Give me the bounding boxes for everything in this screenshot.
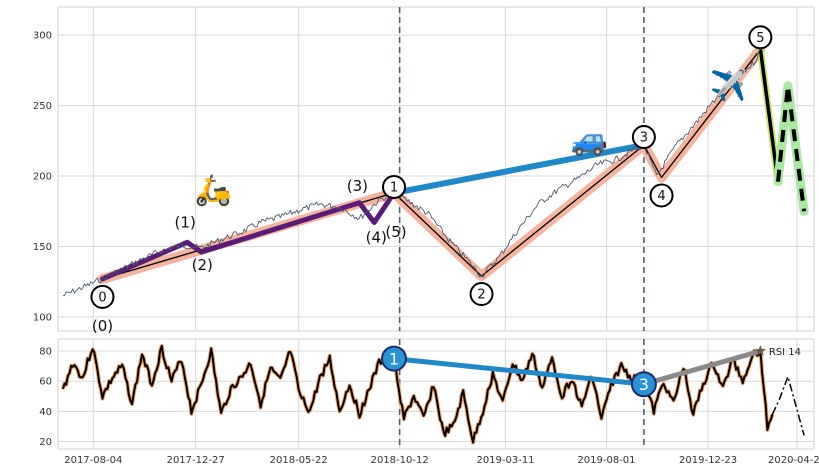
price-y-axis: 100 150 200 250 300 <box>33 31 52 324</box>
forecast-b-wave-overlay <box>776 83 807 212</box>
x-tick-label: 2017-12-27 <box>167 455 225 466</box>
wave-label: 3 <box>640 131 648 146</box>
price-y-tick-label: 100 <box>33 312 52 323</box>
price-panel-frame <box>57 6 815 332</box>
wave-label-circle <box>469 282 494 307</box>
wave-label: 0 <box>98 290 106 305</box>
rsi-y-tick-label: 80 <box>39 347 52 358</box>
forecast-a-wave-overlay <box>758 49 780 182</box>
sub-wave <box>100 190 397 282</box>
rsi-y-tick-label: 60 <box>39 377 52 388</box>
subwave-label: (2) <box>192 256 213 274</box>
wave-label-circle <box>382 174 406 199</box>
x-tick-label: 2020-04-27 <box>768 455 819 466</box>
price-y-tick-label: 250 <box>33 101 52 112</box>
wave-label-circle <box>90 284 115 309</box>
rsi-series <box>60 343 805 445</box>
rsi-y-tick-label: 20 <box>39 437 52 448</box>
rsi-line <box>61 344 774 444</box>
rsi-marker-circle <box>381 345 407 372</box>
wave-label: 1 <box>390 180 398 195</box>
wave-label-circle <box>748 25 773 50</box>
rsi-end-star <box>754 345 767 356</box>
emoji-marker: 🚙 <box>571 122 608 157</box>
emoji-marker: ✈️ <box>710 67 747 104</box>
wave-label-circle <box>649 183 674 208</box>
wave-lines <box>97 44 809 284</box>
connector-wave <box>391 142 647 196</box>
subwave-label: (0) <box>92 317 113 335</box>
price-y-tick-label: 150 <box>33 242 52 253</box>
x-axis: 2017-08-04 2017-12-27 2018-05-22 2018-10-12… <box>64 455 819 466</box>
rsi-trendlines <box>391 345 767 387</box>
rsi-y-axis: 20 40 60 80 <box>39 347 52 448</box>
subwave-label: (1) <box>175 213 196 231</box>
wave-label: 2 <box>477 288 485 303</box>
wave-label-circle <box>631 125 656 150</box>
wave-labels: 0 1 2 3 4 5 (0) (1) (2) (3) (4)(5) <box>90 25 773 335</box>
rsi-marker-label: 1 <box>389 350 399 369</box>
rsi-marker-circle <box>630 371 657 398</box>
x-tick-label: 2019-12-23 <box>679 455 737 466</box>
rsi-markers: 13 <box>381 345 657 398</box>
x-tick-label: 2017-08-04 <box>64 455 122 466</box>
rsi-y-tick-label: 40 <box>39 407 52 418</box>
x-tick-label: 2019-03-11 <box>476 455 534 466</box>
wave-label: 4 <box>657 189 665 204</box>
subwave-label: (4) <box>366 229 387 247</box>
price-y-tick-label: 300 <box>33 31 52 42</box>
x-tick-label: 2018-05-22 <box>270 455 328 466</box>
emoji-marker: 🛵 <box>195 173 232 208</box>
price-y-tick-label: 200 <box>33 172 52 183</box>
x-tick-label: 2018-10-12 <box>371 455 429 466</box>
wave-label: 5 <box>756 31 764 46</box>
subwave-label: (5) <box>385 223 406 241</box>
price-panel: 100 150 200 250 300 🛵 🚙 ✈️ 0 1 2 3 4 5 (0) (1) (2) (3) (… <box>33 6 815 335</box>
rsi-marker-label: 3 <box>639 375 649 394</box>
x-tick-label: 2019-08-01 <box>577 455 635 466</box>
rsi-divergence-line <box>641 348 763 387</box>
rsi-legend: RSI 14 <box>769 347 801 358</box>
rsi-forecast-line <box>771 374 805 436</box>
rsi-connector-line <box>391 356 647 387</box>
subwave-label: (3) <box>347 177 368 195</box>
price-vertical-markers <box>398 7 645 331</box>
emoji-markers: 🛵 🚙 ✈️ <box>195 67 748 208</box>
